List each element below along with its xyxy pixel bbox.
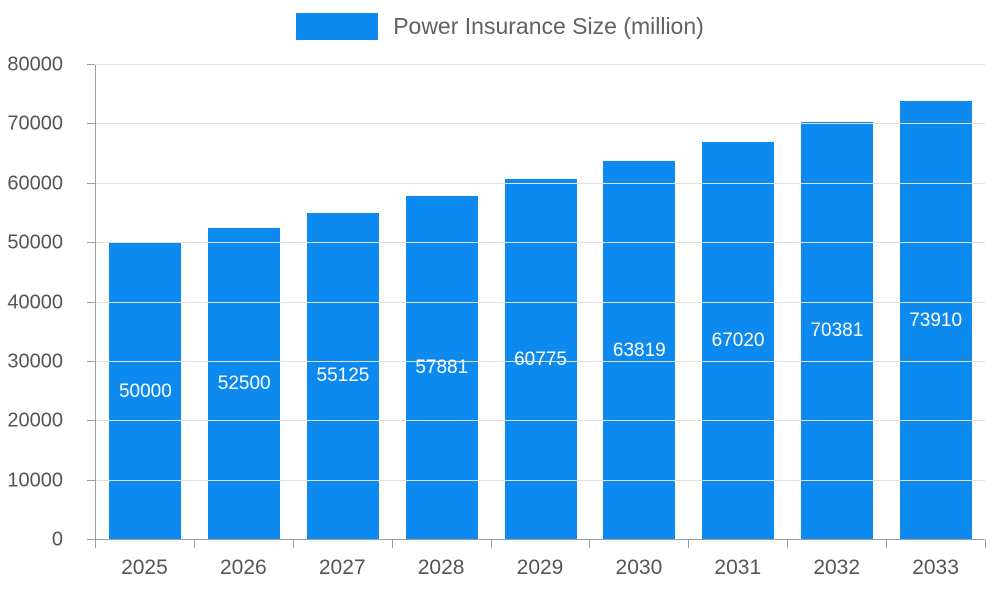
bar-2033: 73910 (899, 101, 972, 540)
y-tick-mark (87, 479, 95, 481)
bar-2025: 50000 (109, 243, 182, 540)
x-tick-label: 2025 (121, 556, 168, 579)
y-tick-label: 20000 (7, 409, 63, 432)
bar-slot: 70381 (787, 65, 886, 540)
bar-2028: 57881 (405, 196, 478, 540)
bar-2032: 70381 (800, 122, 873, 540)
x-tick-label: 2029 (516, 556, 564, 579)
x-tick-mark (292, 540, 294, 548)
bar-value-label: 63819 (612, 339, 666, 361)
bar-slot: 57881 (392, 65, 491, 540)
bar-value-label: 73910 (909, 309, 963, 331)
bar-2031: 67020 (702, 142, 775, 540)
y-tick-label: 0 (51, 528, 63, 551)
y-tick-mark (87, 182, 95, 184)
bar-value-label: 60775 (514, 348, 567, 370)
legend-label: Power Insurance Size (million) (393, 13, 704, 39)
bar-value-label: 67020 (711, 330, 765, 352)
y-tick-label: 70000 (7, 112, 63, 135)
y-tick-label: 50000 (7, 231, 63, 254)
x-tick-label: 2033 (912, 556, 959, 579)
x-tick-mark (95, 540, 96, 548)
x-tick-mark (589, 540, 591, 548)
bar-slot: 52500 (195, 65, 294, 540)
bar-slot: 73910 (886, 65, 985, 540)
gridline (96, 182, 985, 184)
x-tick-label: 2027 (318, 556, 366, 579)
gridline (96, 420, 985, 422)
x-axis-line (96, 539, 985, 540)
x-tick-label: 2028 (417, 556, 465, 579)
y-tick-mark (87, 123, 95, 125)
y-tick-mark (87, 64, 95, 65)
x-tick-mark (886, 540, 888, 548)
y-tick-label: 80000 (7, 53, 63, 76)
bar-series: 50000 52500 55125 57881 60775 63819 67020 70381… (96, 65, 985, 540)
y-axis: 0 10000 20000 30000 40000 50000 60000 70000 8000… (0, 54, 95, 551)
gridline (96, 479, 985, 481)
bar-2026: 52500 (208, 228, 281, 540)
gridline (96, 64, 985, 65)
x-tick-mark (193, 540, 195, 548)
bar-value-label: 57881 (415, 357, 469, 379)
x-tick-label: 2032 (813, 556, 861, 579)
x-tick-mark (391, 540, 393, 548)
y-tick-label: 30000 (7, 350, 63, 373)
bar-slot: 60775 (491, 65, 590, 540)
y-tick-mark (87, 539, 95, 540)
bar-2030: 63819 (603, 161, 676, 540)
y-tick-label: 60000 (7, 172, 63, 195)
y-tick-mark (87, 420, 95, 422)
legend[interactable]: Power Insurance Size (million) (0, 13, 1000, 40)
bar-value-label: 52500 (217, 373, 271, 395)
bar-slot: 55125 (294, 65, 393, 540)
bar-value-label: 70381 (810, 320, 864, 342)
x-tick-mark (787, 540, 789, 548)
y-tick-mark (87, 360, 95, 362)
y-tick-label: 40000 (7, 291, 63, 313)
bar-slot: 67020 (689, 65, 788, 540)
gridline (96, 242, 985, 244)
bar-slot: 63819 (590, 65, 689, 540)
y-tick-label: 10000 (7, 469, 63, 492)
x-tick-label: 2030 (615, 556, 663, 579)
x-tick-mark (688, 540, 690, 548)
x-tick-mark (490, 540, 492, 548)
x-axis: 2025 2026 2027 2028 2029 2030 2031 2032 2033 (95, 540, 986, 590)
bar-value-label: 50000 (118, 380, 172, 402)
gridline (96, 123, 985, 125)
bar-2029: 60775 (504, 179, 577, 540)
plot-area: 50000 52500 55125 57881 60775 63819 67020 70381… (95, 64, 985, 540)
x-tick-mark (985, 540, 986, 548)
bar-value-label: 55125 (316, 365, 370, 387)
bar-2027: 55125 (306, 212, 379, 540)
gridline (96, 301, 985, 303)
legend-swatch (296, 13, 379, 40)
y-tick-mark (87, 301, 95, 303)
y-tick-mark (87, 242, 95, 244)
bar-slot: 50000 (96, 65, 195, 540)
x-tick-label: 2031 (714, 556, 762, 579)
gridline (96, 360, 985, 362)
x-tick-label: 2026 (219, 556, 267, 579)
